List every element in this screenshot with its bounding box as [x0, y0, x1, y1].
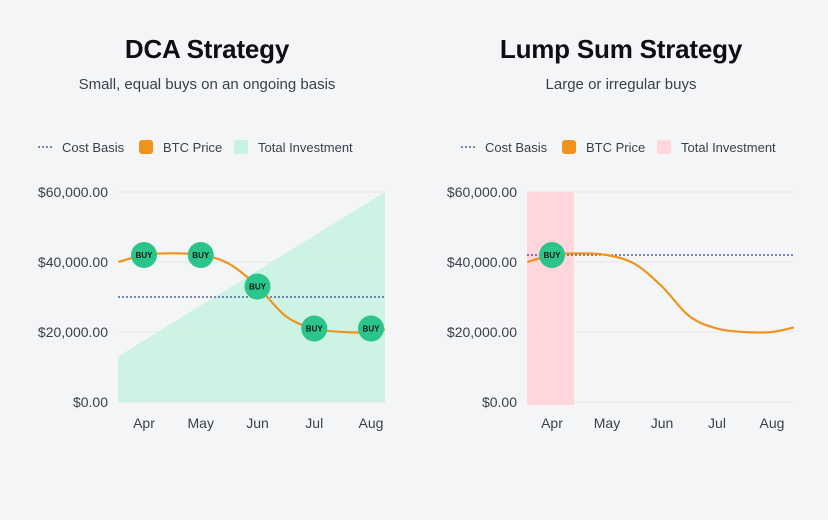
legend-swatch-btc-price — [562, 140, 576, 154]
y-tick-label: $40,000.00 — [38, 254, 108, 270]
legend-label: Total Investment — [681, 140, 776, 155]
legend-item: Total Investment — [234, 140, 353, 155]
buy-marker: BUY — [244, 273, 271, 300]
btc-price-line — [527, 252, 794, 334]
y-tick-label: $20,000.00 — [447, 324, 517, 340]
buy-circle-icon — [539, 242, 565, 268]
x-tick-label: Aug — [359, 415, 384, 431]
legend: Cost Basis BTC Price Total Investment — [461, 140, 776, 155]
buy-circle-icon — [244, 273, 271, 300]
legend-swatch-total-investment — [234, 140, 248, 154]
legend-label: Cost Basis — [485, 140, 548, 155]
dca-title: DCA Strategy — [124, 34, 290, 64]
dca-subtitle: Small, equal buys on an ongoing basis — [78, 76, 336, 93]
lump-sum-title: Lump Sum Strategy — [499, 34, 743, 64]
buy-label: BUY — [544, 251, 562, 260]
legend-item: BTC Price — [562, 140, 645, 155]
y-tick-label: $0.00 — [73, 394, 108, 410]
dca-chart: Cost Basis BTC Price Total Investment $60,0… — [38, 140, 385, 431]
buy-marker: BUY — [539, 242, 565, 268]
y-tick-label: $0.00 — [482, 394, 517, 410]
legend-label: Total Investment — [258, 140, 353, 155]
legend-item: Total Investment — [657, 140, 776, 155]
legend-label: BTC Price — [163, 140, 222, 155]
buy-circle-icon — [187, 242, 214, 268]
buy-label: BUY — [249, 283, 267, 292]
x-tick-label: Jul — [305, 415, 323, 431]
y-tick-label: $60,000.00 — [38, 184, 108, 200]
y-tick-label: $20,000.00 — [38, 324, 108, 340]
buy-circle-icon — [358, 315, 384, 342]
legend: Cost Basis BTC Price Total Investment — [38, 140, 353, 155]
buy-circle-icon — [131, 242, 157, 268]
legend-item: BTC Price — [139, 140, 222, 155]
x-tick-label: Apr — [133, 415, 155, 431]
legend-label: Cost Basis — [62, 140, 125, 155]
x-tick-label: Jul — [708, 415, 726, 431]
x-tick-label: Jun — [246, 415, 269, 431]
x-tick-label: Apr — [541, 415, 563, 431]
lump-sum-panel: Lump Sum Strategy Large or irregular buy… — [414, 0, 828, 520]
lump-sum-chart: Cost Basis BTC Price Total Investment $60,0… — [447, 140, 794, 431]
dca-panel: DCA Strategy Small, equal buys on an ong… — [38, 34, 385, 431]
legend-swatch-btc-price — [139, 140, 153, 154]
buy-marker: BUY — [301, 315, 328, 342]
buy-marker: BUY — [358, 315, 384, 342]
buy-label: BUY — [306, 325, 324, 334]
x-tick-label: May — [594, 415, 620, 431]
buy-label: BUY — [363, 325, 381, 334]
total-investment-area — [527, 192, 574, 405]
legend-item: Cost Basis — [38, 140, 125, 155]
x-tick-label: May — [188, 415, 214, 431]
buy-marker: BUY — [187, 242, 214, 268]
x-tick-label: Aug — [760, 415, 785, 431]
buy-label: BUY — [136, 251, 154, 260]
buy-circle-icon — [301, 315, 328, 342]
buy-marker: BUY — [131, 242, 157, 268]
y-tick-label: $40,000.00 — [447, 254, 517, 270]
legend-item: Cost Basis — [461, 140, 548, 155]
lump-sum-subtitle: Large or irregular buys — [545, 76, 697, 93]
y-tick-label: $60,000.00 — [447, 184, 517, 200]
legend-label: BTC Price — [586, 140, 645, 155]
x-tick-label: Jun — [651, 415, 674, 431]
buy-label: BUY — [192, 251, 210, 260]
legend-swatch-total-investment — [657, 140, 671, 154]
